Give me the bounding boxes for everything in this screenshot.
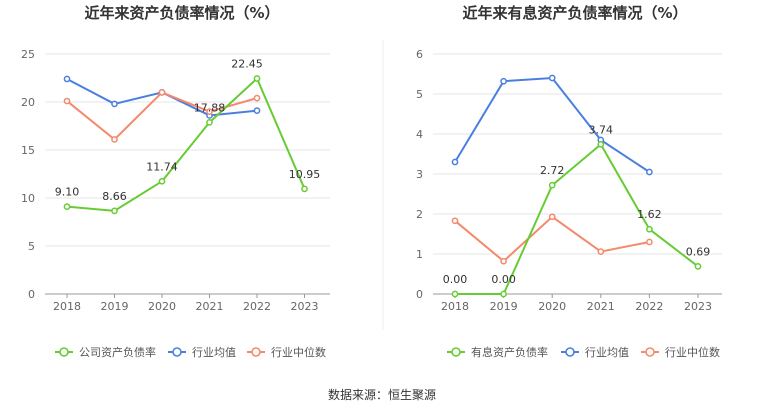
series-line: [66, 76, 306, 212]
data-point: [253, 94, 261, 102]
y-tick-label: 2: [416, 208, 423, 221]
y-tick-label: 25: [21, 48, 35, 61]
data-label: 1.62: [637, 208, 662, 221]
data-label: 2.72: [540, 164, 565, 177]
x-tick-label: 2020: [538, 300, 566, 313]
data-point: [646, 238, 653, 246]
y-tick-label: 0: [416, 288, 423, 301]
legend-label: 行业均值: [585, 346, 629, 359]
y-tick-label: 1: [416, 248, 423, 261]
legend-label: 有息资产负债率: [471, 345, 548, 359]
x-tick-label: 2018: [53, 300, 81, 313]
data-point: [451, 290, 459, 298]
data-point: [646, 168, 653, 176]
legend-marker: [451, 347, 461, 357]
legend-label: 行业中位数: [665, 345, 720, 359]
data-point: [694, 263, 702, 270]
x-tick-label: 2023: [684, 300, 712, 313]
y-tick-label: 5: [28, 240, 35, 253]
data-label: 8.66: [102, 190, 127, 203]
chart-debt-ratio: 近年来资产负债率情况（%） 0 5 10 15 20 25 2018 2019 2020 2021 2…: [21, 4, 330, 359]
series-line: [454, 215, 650, 263]
data-label: 0.00: [443, 273, 468, 286]
legend-marker: [251, 347, 261, 357]
data-point: [500, 290, 507, 298]
x-tick-label: 2019: [101, 300, 129, 313]
data-point: [111, 207, 118, 215]
legend-marker: [172, 347, 182, 357]
x-tick-label: 2022: [635, 300, 663, 313]
legend-marker: [565, 347, 575, 357]
chart-title: 近年来有息资产负债率情况（%）: [462, 4, 687, 22]
data-label: 10.95: [289, 168, 321, 181]
source-note: 数据来源：恒生聚源: [328, 387, 436, 402]
data-point: [253, 75, 261, 82]
data-point: [63, 203, 71, 210]
data-point: [158, 177, 166, 185]
data-point: [206, 108, 213, 115]
data-point: [111, 136, 118, 143]
y-tick-label: 3: [416, 168, 423, 181]
legend-marker: [645, 347, 655, 357]
data-label: 9.10: [55, 186, 80, 199]
chart-interest-debt-ratio: 近年来有息资产负债率情况（%） 0 1 2 3 4 5 6 2018 2019 2020 2021 20…: [416, 4, 722, 359]
data-point: [597, 141, 605, 148]
data-point: [548, 213, 556, 221]
x-tick-label: 2023: [291, 300, 319, 313]
data-point: [451, 217, 459, 225]
x-tick-label: 2022: [243, 300, 271, 313]
chart-title: 近年来资产负债率情况（%）: [84, 4, 279, 22]
x-tick-label: 2019: [490, 300, 518, 313]
data-label: 17.88: [194, 101, 226, 114]
x-tick-label: 2018: [441, 300, 469, 313]
data-point: [63, 75, 71, 83]
y-tick-label: 5: [416, 88, 423, 101]
series-line: [455, 142, 699, 295]
y-tick-label: 10: [21, 192, 35, 205]
x-tick-label: 2021: [587, 300, 615, 313]
data-point: [158, 89, 166, 96]
data-point: [63, 97, 71, 105]
data-point: [548, 74, 556, 82]
data-point: [597, 248, 605, 255]
data-point: [111, 100, 118, 108]
data-label: 22.45: [231, 57, 263, 70]
data-point: [500, 257, 507, 265]
series-line: [454, 76, 650, 173]
data-point: [206, 119, 213, 126]
y-tick-label: 15: [21, 144, 35, 157]
x-tick-label: 2020: [148, 300, 176, 313]
data-point: [301, 185, 308, 193]
data-point: [646, 225, 653, 233]
data-label: 11.74: [146, 160, 178, 173]
data-point: [548, 181, 556, 189]
y-tick-label: 6: [416, 48, 423, 61]
data-point: [451, 158, 459, 166]
legend-label: 公司资产负债率: [79, 345, 156, 359]
x-tick-label: 2021: [196, 300, 224, 313]
legend-marker: [59, 347, 69, 357]
series-line: [66, 91, 258, 141]
legend-label: 行业均值: [192, 346, 236, 359]
y-tick-label: 4: [416, 128, 423, 141]
data-point: [500, 77, 507, 85]
data-label: 3.74: [589, 123, 614, 136]
y-tick-label: 20: [21, 96, 35, 109]
y-tick-label: 0: [28, 288, 35, 301]
data-label: 0.69: [686, 245, 711, 258]
data-label: 0.00: [491, 273, 516, 286]
data-point: [253, 107, 261, 114]
legend-label: 行业中位数: [271, 345, 326, 359]
series-line: [66, 78, 258, 117]
